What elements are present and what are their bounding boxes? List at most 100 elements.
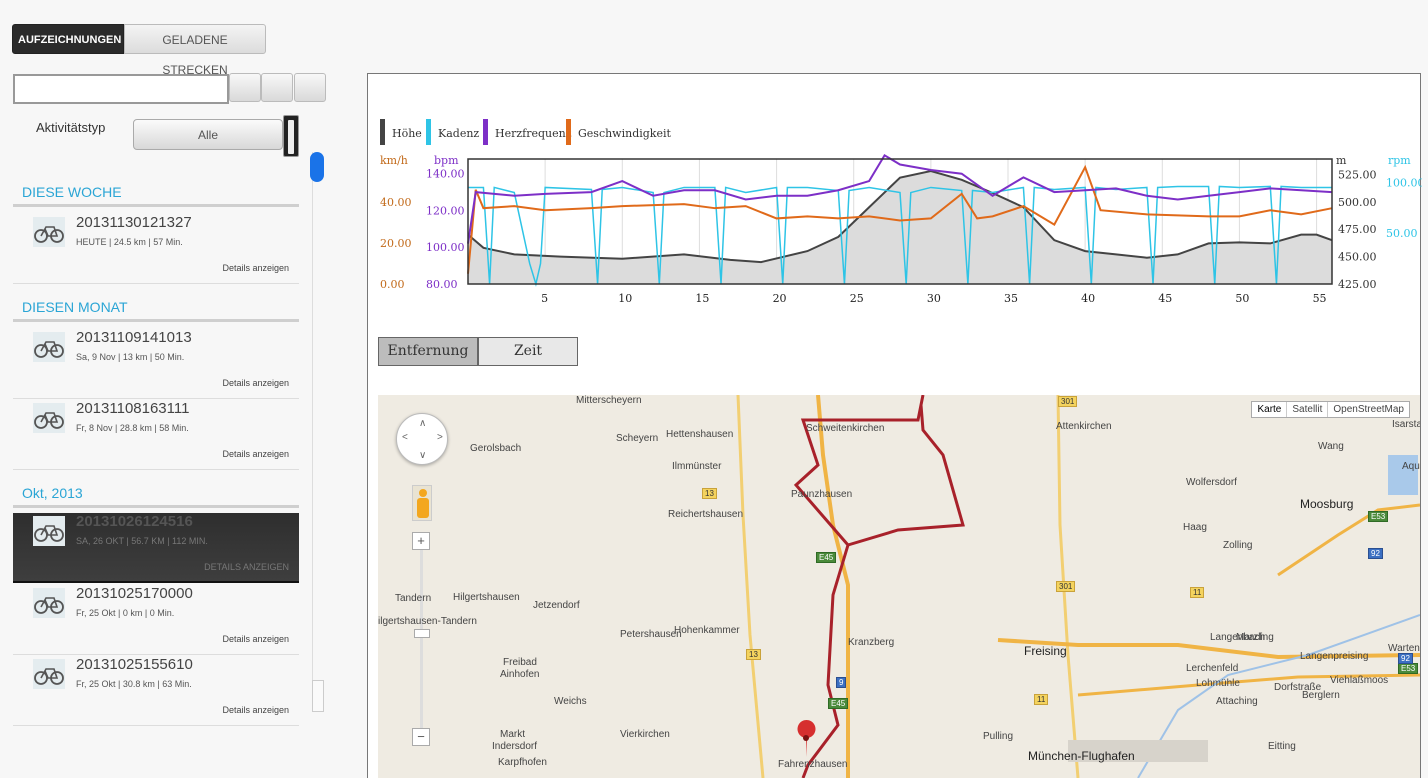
alt-tick-label: 425.00 (1338, 278, 1377, 291)
map-place-label: Lerchenfeld (1186, 663, 1239, 674)
pan-up-icon[interactable]: ∧ (419, 418, 427, 429)
road-shield: 11 (1034, 694, 1049, 705)
activity-item[interactable]: 20131130121327 HEUTE | 24.5 km | 57 Min. D… (13, 214, 299, 284)
map-roads (736, 395, 1420, 778)
time-mode-button[interactable]: Zeit (478, 337, 578, 366)
list-scroll-end[interactable] (312, 680, 324, 712)
details-link[interactable]: Details anzeigen (222, 263, 289, 273)
map-place-label: Scheyern (616, 433, 659, 444)
group-divider (13, 204, 299, 207)
options-button[interactable] (294, 73, 326, 102)
view-tabs: AUFZEICHNUNGEN GELADENE STRECKEN (12, 24, 266, 77)
zoom-slider-track[interactable] (420, 550, 423, 730)
zoom-slider-knob[interactable] (414, 629, 430, 638)
details-link[interactable]: Details anzeigen (222, 449, 289, 459)
hr-tick-label: 140.00 (426, 168, 465, 181)
map-place-label: Wolfersdorf (1186, 477, 1237, 488)
zoom-in-button[interactable]: + (412, 532, 430, 550)
speed-line (467, 164, 1333, 274)
pan-down-icon[interactable]: ∨ (419, 450, 427, 461)
map-place-label: Langenpreising (1300, 651, 1369, 662)
pan-left-icon[interactable]: < (402, 432, 408, 443)
map-place-label: Hilgertshausen (453, 592, 520, 603)
legend-label: Kadenz (438, 127, 479, 140)
street-view-pegman-icon[interactable] (412, 485, 432, 521)
map-place-label: Jetzendorf (533, 600, 580, 611)
group-divider (13, 505, 299, 508)
map-type-1[interactable]: Satellit (1286, 402, 1327, 417)
hr-tick-label: 80.00 (426, 278, 458, 291)
map-place-label: Reichertshausen (668, 509, 744, 520)
road-shield: 9 (836, 677, 847, 688)
map-place-label: Haag (1183, 522, 1207, 533)
activity-summary: Fr, 25 Okt | 30.8 km | 63 Min. (76, 679, 192, 689)
map-place-label: Ainhofen (500, 669, 540, 680)
alt-tick-label: 500.00 (1338, 196, 1377, 209)
map-place-label: Petershausen (620, 629, 682, 640)
list-scrollbar[interactable] (312, 152, 324, 712)
legend-swatch (483, 119, 488, 145)
map-place-label: Vierkirchen (620, 729, 670, 740)
details-link[interactable]: Details anzeigen (222, 705, 289, 715)
map-type-0[interactable]: Karte (1257, 404, 1282, 415)
details-link[interactable]: Details anzeigen (222, 634, 289, 644)
distance-mode-button[interactable]: Entfernung (378, 337, 478, 366)
activity-item[interactable]: 20131025170000 Fr, 25 Okt | 0 km | 0 Min.… (13, 585, 299, 655)
map-place-label: Indersdorf (492, 741, 538, 752)
activity-summary: Sa, 9 Nov | 13 km | 50 Min. (76, 352, 185, 362)
x-tick-label: 50 (1235, 292, 1249, 305)
road-shield: E53 (1398, 663, 1419, 674)
map-place-label: Wang (1318, 441, 1344, 452)
activity-item[interactable]: 20131109141013 Sa, 9 Nov | 13 km | 50 Min… (13, 329, 299, 399)
legend-swatch (426, 119, 431, 145)
details-link[interactable]: DETAILS ANZEIGEN (204, 562, 289, 572)
speed-tick-label: 20.00 (380, 237, 412, 250)
filter-button[interactable] (261, 73, 293, 102)
map-place-label: Eitting (1268, 741, 1296, 752)
legend-swatch (380, 119, 385, 145)
activity-item[interactable]: 20131108163111 Fr, 8 Nov | 28.8 km | 58 M… (13, 400, 299, 470)
x-tick-label: 45 (1158, 292, 1172, 305)
activity-list: DIESE WOCHE 20131130121327 HEUTE | 24.5 km… (13, 160, 299, 726)
route-map[interactable]: Karte Satellit OpenStreetMap ∧ ∨ < > + − M… (378, 395, 1420, 778)
activity-type-select[interactable]: Alle (133, 119, 283, 150)
map-place-label: Langenbach (1210, 632, 1266, 643)
bicycle-icon (33, 403, 65, 433)
tab-loaded-routes[interactable]: GELADENE STRECKEN (124, 24, 266, 77)
activity-summary: SA, 26 OKT | 56.7 KM | 112 MIN. (76, 536, 208, 546)
select-handle[interactable] (283, 115, 299, 157)
road-shield: E53 (1368, 511, 1389, 522)
activity-item[interactable]: 20131025155610 Fr, 25 Okt | 30.8 km | 63 … (13, 656, 299, 726)
speed-tick-label: 0.00 (380, 278, 405, 291)
map-place-label: Schweitenkirchen (806, 423, 885, 434)
legend-label: Geschwindigkeit (578, 127, 671, 140)
x-tick-label: 35 (1004, 292, 1018, 305)
map-place-label: Attaching (1216, 696, 1258, 707)
details-link[interactable]: Details anzeigen (222, 378, 289, 388)
map-type-2[interactable]: OpenStreetMap (1327, 402, 1409, 417)
activity-item[interactable]: 20131026124516 SA, 26 OKT | 56.7 KM | 112… (13, 513, 299, 583)
tab-recordings[interactable]: AUFZEICHNUNGEN (12, 24, 124, 54)
speed-tick-label: 40.00 (380, 196, 412, 209)
map-place-label: Freibad (503, 657, 537, 668)
map-place-label: Ilmmünster (672, 461, 722, 472)
map-place-label: Zolling (1223, 540, 1253, 551)
activity-title: 20131130121327 (76, 214, 192, 231)
road-shield: 11 (1190, 587, 1205, 598)
activity-summary: Fr, 8 Nov | 28.8 km | 58 Min. (76, 423, 189, 433)
zoom-out-button[interactable]: − (412, 728, 430, 746)
hr-tick-label: 100.00 (426, 241, 465, 254)
map-place-label: Hohenkammer (674, 625, 740, 636)
pan-control[interactable]: ∧ ∨ < > (396, 413, 448, 465)
pan-right-icon[interactable]: > (437, 432, 443, 443)
search-button[interactable] (229, 73, 261, 102)
list-scroll-thumb[interactable] (310, 152, 324, 182)
map-place-label: ilgertshausen-Tandern (378, 616, 477, 627)
x-tick-label: 10 (618, 292, 632, 305)
road-shield: 92 (1398, 653, 1413, 664)
legend-label: Höhe (392, 127, 422, 140)
search-input[interactable] (13, 74, 229, 104)
x-tick-label: 20 (773, 292, 787, 305)
legend-label: Herzfrequenz (495, 127, 572, 140)
map-place-label: Wartenb (1388, 643, 1420, 654)
